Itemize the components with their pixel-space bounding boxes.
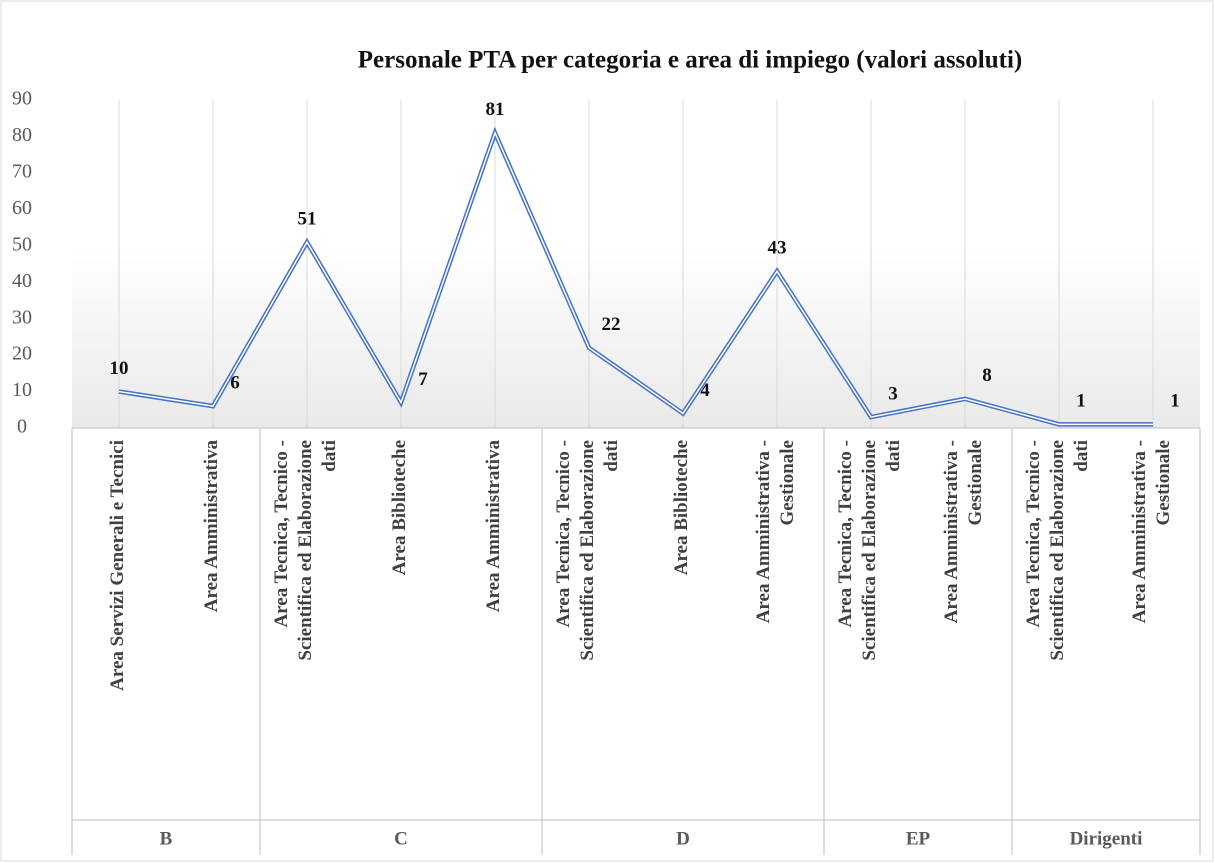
y-tick-label: 0 bbox=[17, 416, 27, 438]
x-tick-label-line: Gestionale bbox=[777, 440, 798, 526]
x-tick-label-line: Gestionale bbox=[1153, 440, 1174, 526]
x-tick-label: Area Tecnica, Tecnico - Scientifica ed El… bbox=[835, 440, 904, 661]
y-tick-label: 70 bbox=[12, 160, 32, 182]
x-tick-label-line: Area Tecnica, Tecnico - bbox=[553, 440, 574, 628]
data-label: 22 bbox=[602, 314, 621, 335]
group-label: EP bbox=[906, 828, 931, 849]
data-label: 10 bbox=[110, 358, 129, 379]
x-tick-label: Area Biblioteche bbox=[671, 440, 692, 575]
x-tick-label-line: Area Tecnica, Tecnico - bbox=[1023, 440, 1044, 628]
x-tick-label-line: dati bbox=[319, 440, 340, 472]
plot-area bbox=[72, 100, 1200, 428]
x-tick-label-line: Area Biblioteche bbox=[389, 440, 410, 575]
x-tick-label-line: Area Tecnica, Tecnico - bbox=[835, 440, 856, 628]
x-tick-label-line: Area Tecnica, Tecnico - bbox=[271, 440, 292, 628]
x-tick-label-line: Area Amministrativa - bbox=[1129, 440, 1150, 623]
data-label: 3 bbox=[888, 383, 898, 404]
x-tick-label: Area Amministrativa bbox=[201, 440, 222, 613]
x-tick-label-line: Area Servizi Generali e Tecnici bbox=[107, 440, 128, 691]
x-tick-label-line: Area Amministrativa - bbox=[941, 440, 962, 623]
x-tick-label-line: Area Amministrativa bbox=[201, 440, 222, 613]
data-label: 4 bbox=[700, 380, 710, 401]
y-tick-label: 10 bbox=[12, 379, 32, 401]
y-tick-label: 20 bbox=[12, 343, 32, 365]
group-label: B bbox=[160, 828, 173, 849]
x-tick-label: Area Tecnica, Tecnico - Scientifica ed El… bbox=[271, 440, 340, 661]
x-tick-label-line: Area Biblioteche bbox=[671, 440, 692, 575]
x-tick-label: Area Tecnica, Tecnico - Scientifica ed El… bbox=[553, 440, 622, 661]
x-tick-label: Area Amministrativa - Gestionale bbox=[753, 440, 798, 623]
x-tick-label: Area Amministrativa - Gestionale bbox=[1129, 440, 1174, 623]
data-label: 8 bbox=[982, 365, 992, 386]
data-label: 7 bbox=[418, 369, 428, 390]
x-tick-label-line: Scientifica ed Elaborazione bbox=[859, 440, 880, 661]
data-label: 1 bbox=[1170, 391, 1180, 412]
x-tick-label: Area Amministrativa - Gestionale bbox=[941, 440, 986, 623]
x-tick-label-line: dati bbox=[1071, 440, 1092, 472]
x-tick-label: Area Biblioteche bbox=[389, 440, 410, 575]
x-tick-label: Area Servizi Generali e Tecnici bbox=[107, 440, 128, 691]
y-tick-label: 80 bbox=[12, 124, 32, 146]
x-tick-label-line: Scientifica ed Elaborazione bbox=[577, 440, 598, 661]
y-tick-label: 50 bbox=[12, 233, 32, 255]
x-tick-label-line: dati bbox=[601, 440, 622, 472]
x-tick-label-line: Gestionale bbox=[965, 440, 986, 526]
group-label: Dirigenti bbox=[1070, 828, 1143, 849]
data-label: 43 bbox=[768, 238, 787, 259]
y-tick-label: 90 bbox=[12, 88, 32, 110]
data-label: 1 bbox=[1076, 391, 1086, 412]
x-tick-label-line: Area Amministrativa bbox=[483, 440, 504, 613]
chart-title: Personale PTA per categoria e area di im… bbox=[358, 47, 1022, 74]
x-tick-label-line: Scientifica ed Elaborazione bbox=[295, 440, 316, 661]
data-label: 51 bbox=[298, 208, 317, 229]
x-tick-label: Area Amministrativa bbox=[483, 440, 504, 613]
x-tick-label-line: Area Amministrativa - bbox=[753, 440, 774, 623]
series-line-inner bbox=[118, 130, 1153, 426]
y-tick-label: 60 bbox=[12, 197, 32, 219]
y-tick-label: 30 bbox=[12, 306, 32, 328]
data-label: 81 bbox=[486, 99, 505, 120]
x-tick-label-line: dati bbox=[883, 440, 904, 472]
group-label: C bbox=[394, 828, 408, 849]
y-tick-label: 40 bbox=[12, 270, 32, 292]
x-tick-label-line: Scientifica ed Elaborazione bbox=[1047, 440, 1068, 661]
x-tick-label: Area Tecnica, Tecnico - Scientifica ed El… bbox=[1023, 440, 1092, 661]
group-label: D bbox=[676, 828, 690, 849]
data-label: 6 bbox=[230, 372, 240, 393]
